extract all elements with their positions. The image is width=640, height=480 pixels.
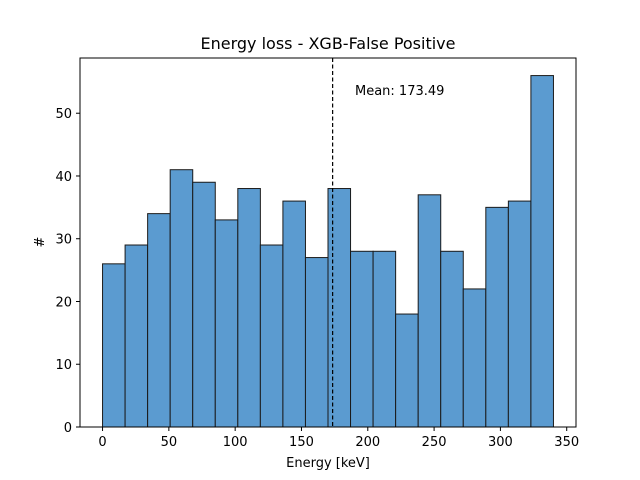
histogram-bar — [192, 181, 216, 428]
x-tick-label: 150 — [289, 435, 314, 450]
x-tick-label: 350 — [554, 435, 579, 450]
histogram-bar — [327, 188, 352, 428]
x-tick-label: 200 — [355, 435, 380, 450]
bars-layer — [102, 75, 554, 428]
y-tick-label: 30 — [55, 233, 72, 248]
x-tick-label: 250 — [422, 435, 447, 450]
y-axis-label: # — [33, 237, 48, 248]
y-axis: 0 10 20 30 40 50 — [55, 107, 80, 436]
x-axis-label: Energy [keV] — [286, 456, 370, 471]
histogram-bar — [102, 263, 126, 428]
histogram-bar — [214, 219, 239, 428]
histogram-bar — [507, 200, 532, 428]
y-tick-label: 10 — [55, 358, 72, 373]
chart-title: Energy loss - XGB-False Positive — [201, 34, 456, 53]
y-tick-label: 20 — [55, 295, 72, 310]
mean-label: Mean: 173.49 — [355, 84, 444, 99]
y-tick-label: 0 — [64, 421, 72, 436]
x-tick-label: 300 — [488, 435, 513, 450]
x-tick-label: 50 — [161, 435, 178, 450]
histogram-bar — [395, 313, 419, 428]
mean-layer: Mean: 173.49 — [332, 58, 444, 427]
x-tick-label: 100 — [223, 435, 248, 450]
y-tick-label: 50 — [55, 107, 72, 122]
histogram-bar — [485, 206, 509, 428]
histogram-bar — [237, 188, 261, 428]
histogram-bar — [417, 194, 442, 428]
y-tick-label: 40 — [55, 170, 72, 185]
histogram-bar — [462, 288, 487, 428]
histogram-bar — [372, 250, 397, 428]
histogram-bar — [350, 250, 374, 428]
histogram-bar — [147, 213, 171, 428]
histogram-bar — [259, 244, 284, 428]
histogram-bar — [282, 200, 306, 428]
plot-frame — [79, 57, 577, 428]
histogram-bar — [530, 75, 554, 428]
x-tick-label: 0 — [98, 435, 106, 450]
histogram-bar — [440, 250, 464, 428]
histogram-bar — [304, 257, 329, 428]
x-axis: 0 50 100 150 200 250 300 350 — [98, 427, 579, 450]
histogram-bar — [124, 244, 149, 428]
histogram-bar — [169, 169, 194, 428]
